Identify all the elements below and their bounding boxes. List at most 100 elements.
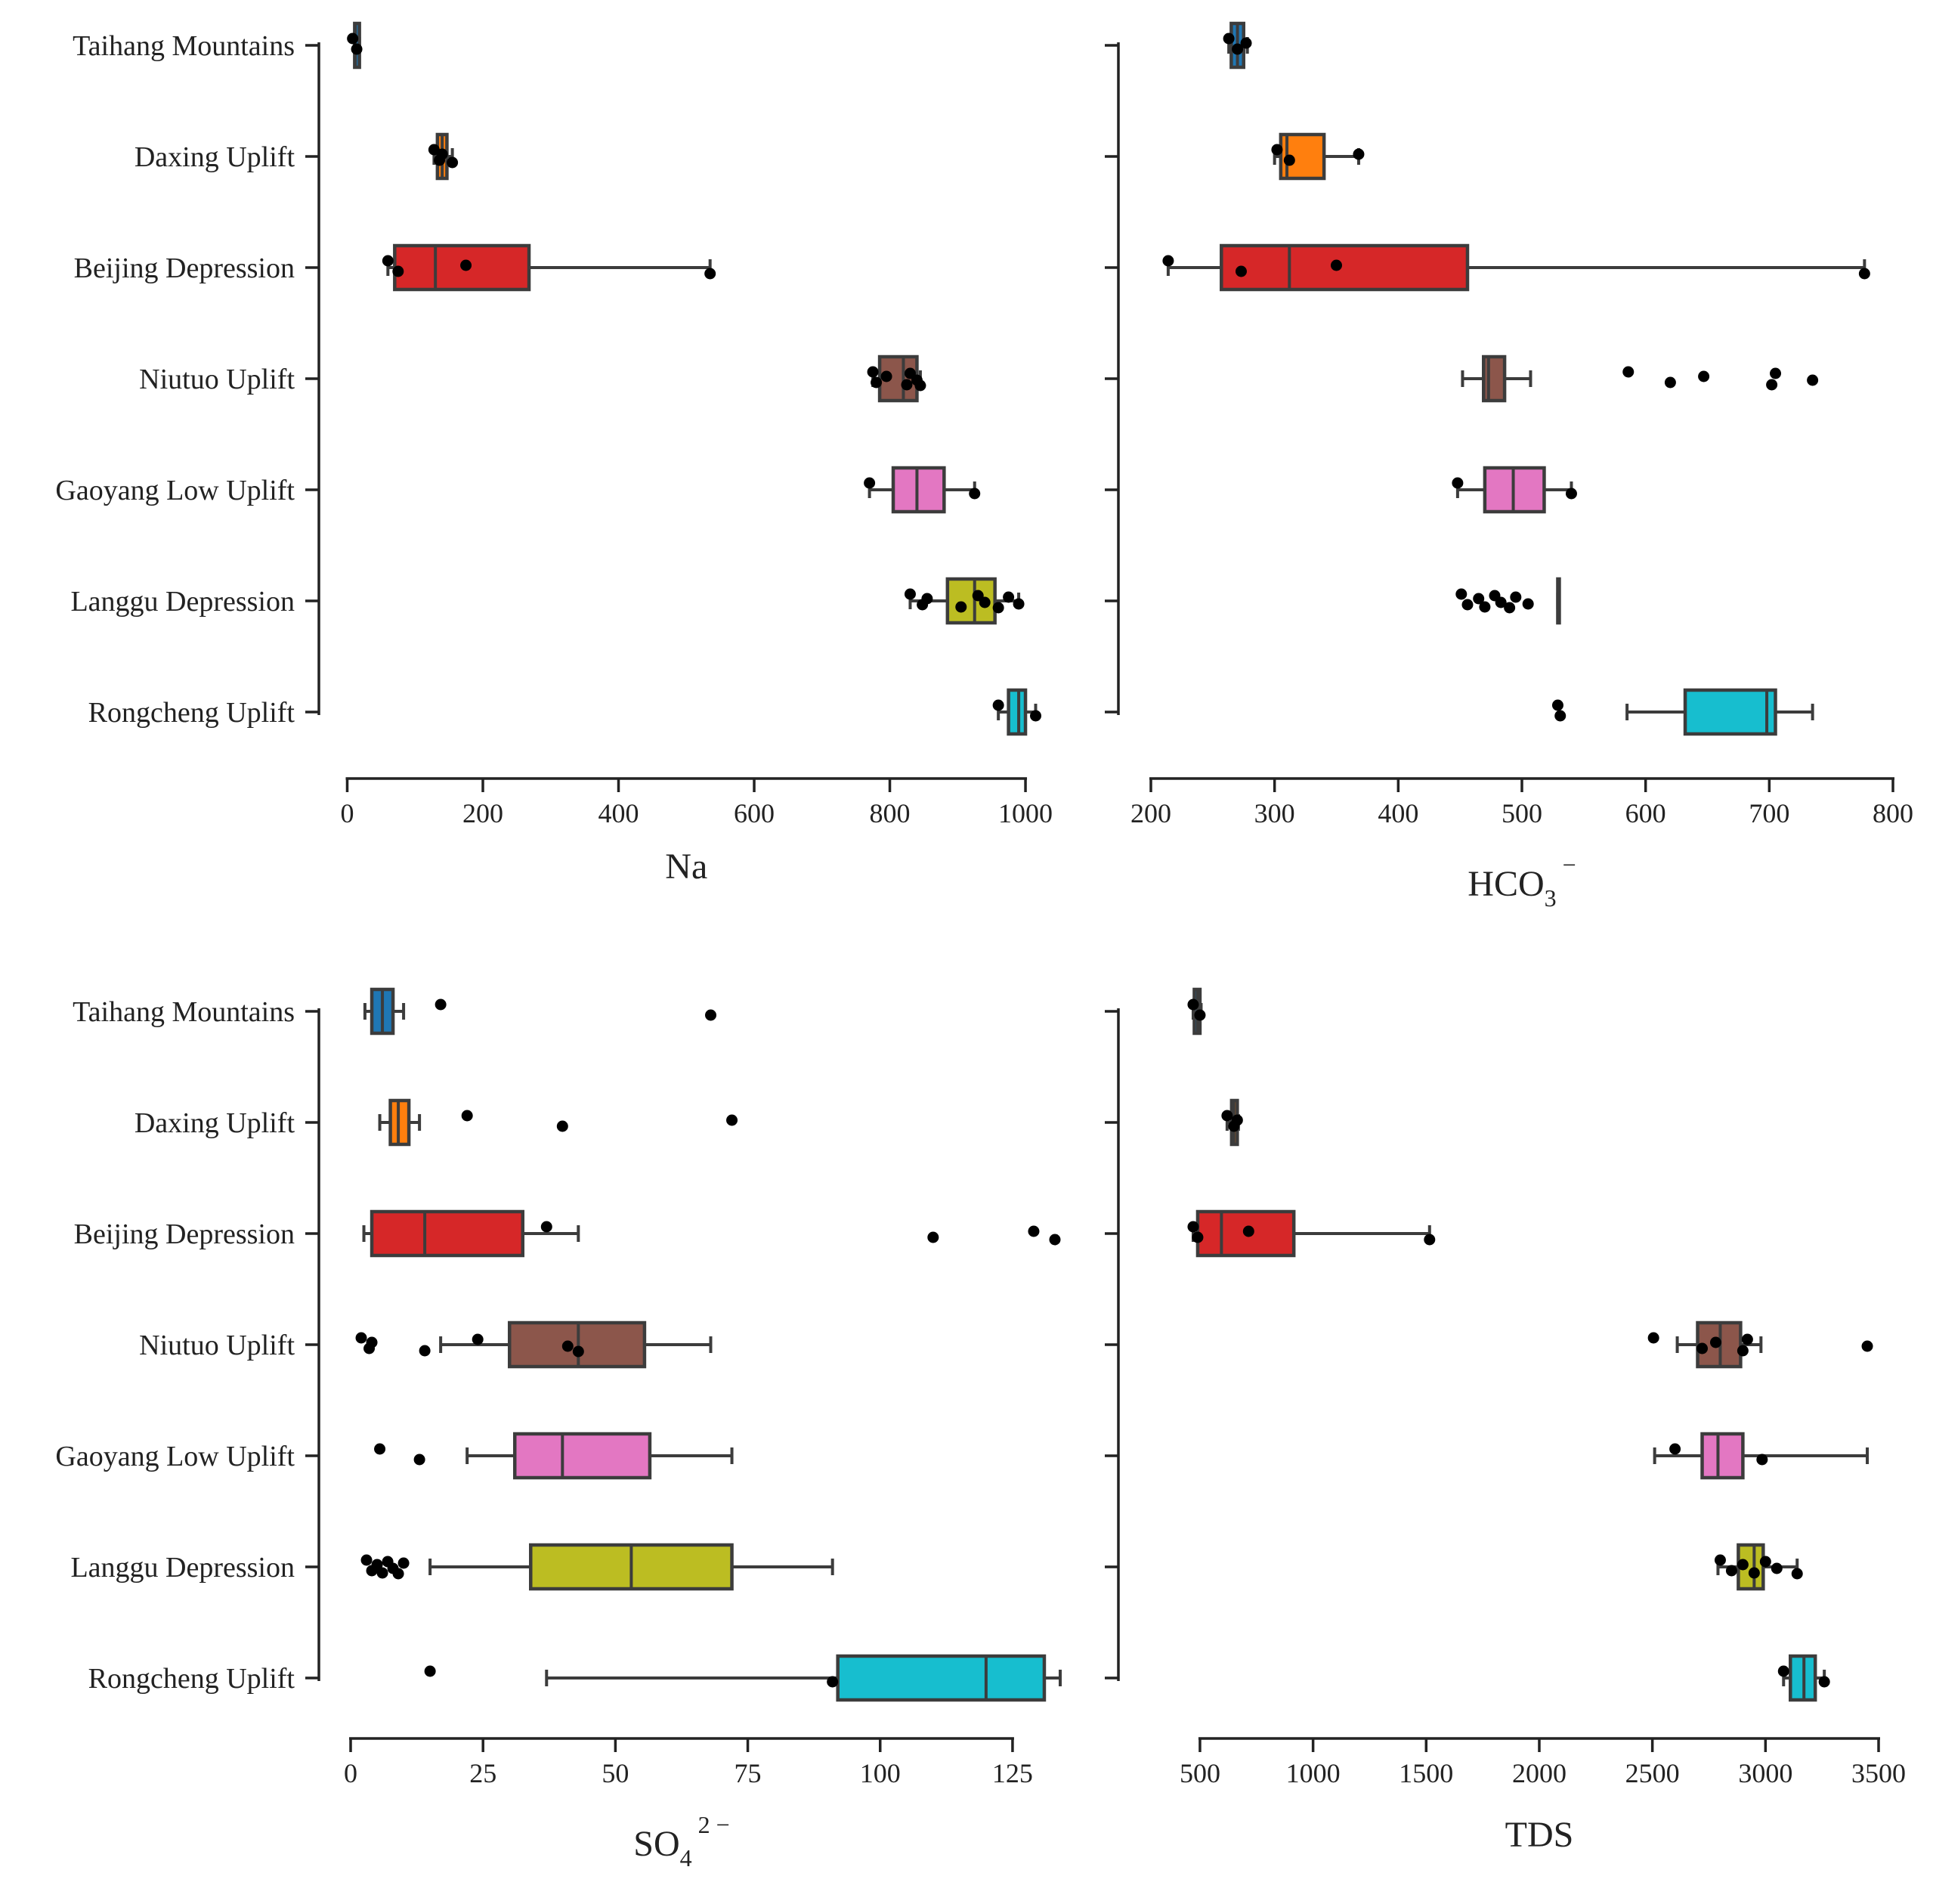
data-point	[1223, 33, 1235, 45]
data-point	[374, 1443, 386, 1455]
x-tick-label: 400	[1378, 798, 1418, 828]
data-point	[1028, 1225, 1040, 1237]
box-gaoyang-low-uplift	[1653, 1432, 1870, 1480]
data-point	[424, 1665, 436, 1677]
data-point	[392, 1568, 404, 1580]
data-point	[1187, 1221, 1199, 1233]
data-point	[1504, 602, 1516, 614]
data-point	[435, 998, 447, 1011]
data-point	[1714, 1554, 1726, 1566]
data-point	[1770, 367, 1782, 379]
data-point	[1554, 710, 1567, 722]
box-daxing-uplift	[1221, 1098, 1243, 1147]
x-tick-label: 25	[469, 1758, 496, 1788]
data-point	[1741, 1333, 1753, 1345]
box-beijing-depression	[362, 1209, 1061, 1258]
data-point	[1192, 1231, 1204, 1243]
box-taihang-mountains	[363, 987, 717, 1036]
box-langgu-depression	[1714, 1543, 1803, 1591]
box-taihang-mountains	[1223, 21, 1252, 70]
data-point	[1669, 1443, 1681, 1455]
data-point	[436, 148, 448, 160]
box-beijing-depression	[382, 243, 716, 292]
data-point	[1737, 1345, 1749, 1357]
data-point	[969, 488, 981, 500]
data-point	[704, 268, 716, 280]
data-point	[1013, 598, 1025, 610]
data-point	[1777, 1665, 1789, 1677]
data-point	[864, 477, 876, 489]
data-point	[927, 1231, 939, 1243]
data-point	[1861, 1340, 1873, 1352]
box-rongcheng-uplift	[424, 1654, 1062, 1702]
data-point	[1858, 268, 1870, 280]
box-niutuo-uplift	[867, 354, 926, 403]
data-point	[447, 156, 459, 169]
category-label-gaoyang-low-uplift: Gaoyang Low Uplift	[55, 1441, 295, 1472]
data-point	[1187, 998, 1199, 1011]
data-point	[705, 1009, 717, 1021]
data-point	[726, 1114, 738, 1126]
data-point	[1424, 1234, 1436, 1246]
iqr-box	[1700, 1432, 1745, 1480]
data-point	[556, 1120, 568, 1132]
data-point	[1664, 376, 1676, 389]
data-point	[382, 255, 394, 267]
box-beijing-depression	[1187, 1209, 1436, 1258]
data-point	[1240, 37, 1252, 49]
category-label-niutuo-uplift: Niutuo Uplift	[139, 1330, 295, 1361]
box-langgu-depression	[904, 577, 1025, 625]
category-label-rongcheng-uplift: Rongcheng Uplift	[88, 1663, 295, 1695]
data-point	[1194, 1009, 1206, 1021]
x-tick-label: 75	[735, 1758, 762, 1788]
panel-na: Taihang Mountains Daxing Uplift Beijing De…	[55, 21, 1053, 887]
data-point	[921, 593, 933, 605]
x-tick-label: 500	[1502, 798, 1542, 828]
data-point	[867, 366, 879, 378]
data-point	[1522, 598, 1534, 610]
data-point	[1766, 379, 1778, 391]
x-tick-label: 200	[462, 798, 503, 828]
x-tick-label: 800	[870, 798, 911, 828]
data-point	[371, 1559, 383, 1571]
data-point	[1162, 255, 1174, 267]
data-point	[419, 1345, 431, 1357]
panel-tds: 500 1000 1500 2000 2500 3000 3500 TDS	[1105, 987, 1906, 1855]
box-beijing-depression	[1162, 243, 1870, 292]
data-point	[397, 1557, 410, 1569]
box-gaoyang-low-uplift	[1452, 466, 1577, 514]
x-tick-label: 1000	[998, 798, 1053, 828]
data-point	[914, 379, 926, 392]
data-point	[1748, 1567, 1760, 1579]
category-label-daxing-uplift: Daxing Uplift	[135, 1107, 295, 1139]
data-point	[1725, 1565, 1737, 1577]
x-tick-label: 1500	[1399, 1758, 1453, 1788]
iqr-box	[1007, 688, 1028, 736]
box-langgu-depression	[360, 1543, 834, 1591]
data-point	[413, 1454, 425, 1466]
iqr-box	[370, 1209, 525, 1258]
x-tick-label: 500	[1180, 1758, 1220, 1788]
data-point	[461, 1110, 473, 1122]
data-point	[366, 1336, 378, 1348]
box-taihang-mountains	[1187, 987, 1206, 1036]
box-gaoyang-low-uplift	[864, 466, 981, 514]
iqr-box	[1737, 1543, 1765, 1591]
x-tick-label: 800	[1873, 798, 1913, 828]
x-tick-label: 3000	[1738, 1758, 1792, 1788]
data-point	[1756, 1454, 1768, 1466]
data-point	[1771, 1562, 1783, 1574]
x-tick-label: 2000	[1512, 1758, 1567, 1788]
x-axis-title: SO42 −	[633, 1811, 729, 1871]
x-tick-label: 700	[1749, 798, 1789, 828]
x-tick-label: 200	[1130, 798, 1171, 828]
box-niutuo-uplift	[1647, 1320, 1873, 1369]
data-point	[1271, 144, 1283, 156]
x-tick-label: 3500	[1851, 1758, 1906, 1788]
data-point	[1737, 1559, 1749, 1571]
x-tick-label: 0	[340, 798, 354, 828]
data-point	[901, 379, 913, 391]
data-point	[1510, 591, 1522, 603]
data-point	[460, 259, 472, 271]
iqr-box	[512, 1432, 652, 1480]
